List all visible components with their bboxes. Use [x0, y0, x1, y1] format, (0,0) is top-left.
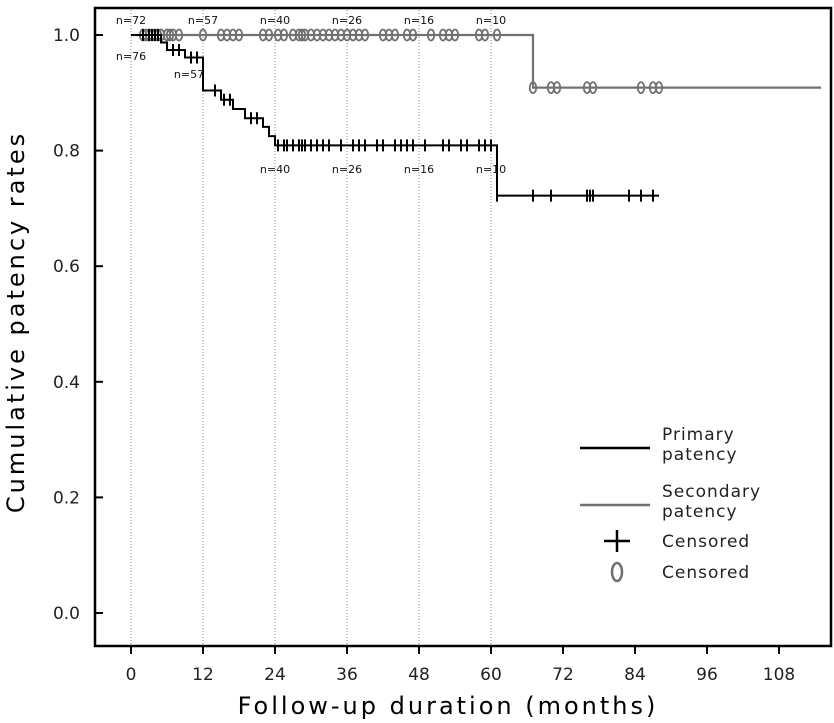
n-label-primary: n=16 [404, 163, 434, 176]
legend-label: Censored [662, 563, 750, 583]
censor-circle [492, 28, 502, 42]
n-label-primary: n=26 [332, 163, 362, 176]
n-label-primary: n=76 [116, 50, 146, 63]
censor-circle [390, 28, 400, 42]
legend-label: Primary [662, 425, 735, 445]
censor-circle [654, 81, 664, 94]
censor-circle [198, 28, 208, 42]
x-tick-label: 12 [192, 665, 214, 685]
censor-circle [279, 28, 289, 42]
censor-circle [297, 28, 307, 42]
censor-circle [408, 28, 418, 42]
censor-circle [165, 28, 175, 42]
y-axis-title: Cumulative patency rates [2, 131, 30, 513]
censor-circle [636, 81, 646, 94]
n-label-secondary: n=72 [116, 14, 146, 27]
x-tick-label: 84 [624, 665, 646, 685]
x-tick-label: 96 [696, 665, 718, 685]
n-label-secondary: n=16 [404, 14, 434, 27]
n-label-secondary: n=57 [188, 14, 218, 27]
censor-circle [450, 28, 460, 42]
n-label-primary: n=57 [174, 68, 204, 81]
primary-patency-series [131, 29, 659, 202]
series-line [131, 34, 659, 197]
x-tick-label: 24 [264, 665, 286, 685]
censor-circle [426, 28, 436, 42]
x-axis: 0 12 24 36 48 60 72 84 96 108 [126, 646, 795, 685]
x-tick-label: 36 [336, 665, 358, 685]
x-tick-label: 108 [763, 665, 795, 685]
legend-label: patency [662, 445, 738, 465]
y-axis: 0.0 0.2 0.4 0.6 0.8 1.0 [53, 26, 103, 624]
y-tick-label: 1.0 [53, 26, 80, 46]
x-tick-label: 60 [480, 665, 502, 685]
censor-circle [528, 81, 538, 94]
censor-circle [264, 28, 274, 42]
plot-frame [93, 6, 833, 648]
n-label-secondary: n=10 [476, 14, 506, 27]
legend-label: Censored [662, 532, 750, 552]
y-tick-label: 0.2 [53, 488, 80, 508]
censor-circle [588, 81, 598, 94]
x-axis-title: Follow-up duration (months) [238, 692, 659, 720]
legend: PrimarypatencySecondarypatencyCensoredCe… [580, 425, 761, 583]
n-label-secondary: n=26 [332, 14, 362, 27]
legend-censor-circle [610, 561, 624, 583]
x-tick-label: 48 [408, 665, 430, 685]
censor-circle [360, 28, 370, 42]
n-label-primary: n=40 [260, 163, 290, 176]
n-label-secondary: n=40 [260, 14, 290, 27]
censor-circle [174, 28, 184, 42]
n-label-primary: n=10 [476, 163, 506, 176]
x-tick-label: 0 [126, 665, 137, 685]
y-tick-label: 0.8 [53, 142, 80, 162]
legend-label: Secondary [662, 482, 761, 502]
y-tick-label: 0.6 [53, 257, 80, 277]
n-at-risk-labels: n=72 n=57 n=40 n=26 n=16 n=10 n=76 n=57 n=40 n=26… [116, 14, 506, 176]
y-tick-label: 0.4 [53, 373, 80, 393]
x-tick-label: 72 [552, 665, 574, 685]
censor-circle [234, 28, 244, 42]
censor-circle [552, 81, 562, 94]
reference-lines [130, 10, 492, 644]
censor-circle [480, 28, 490, 42]
legend-label: patency [662, 502, 738, 522]
y-tick-label: 0.0 [53, 604, 80, 624]
